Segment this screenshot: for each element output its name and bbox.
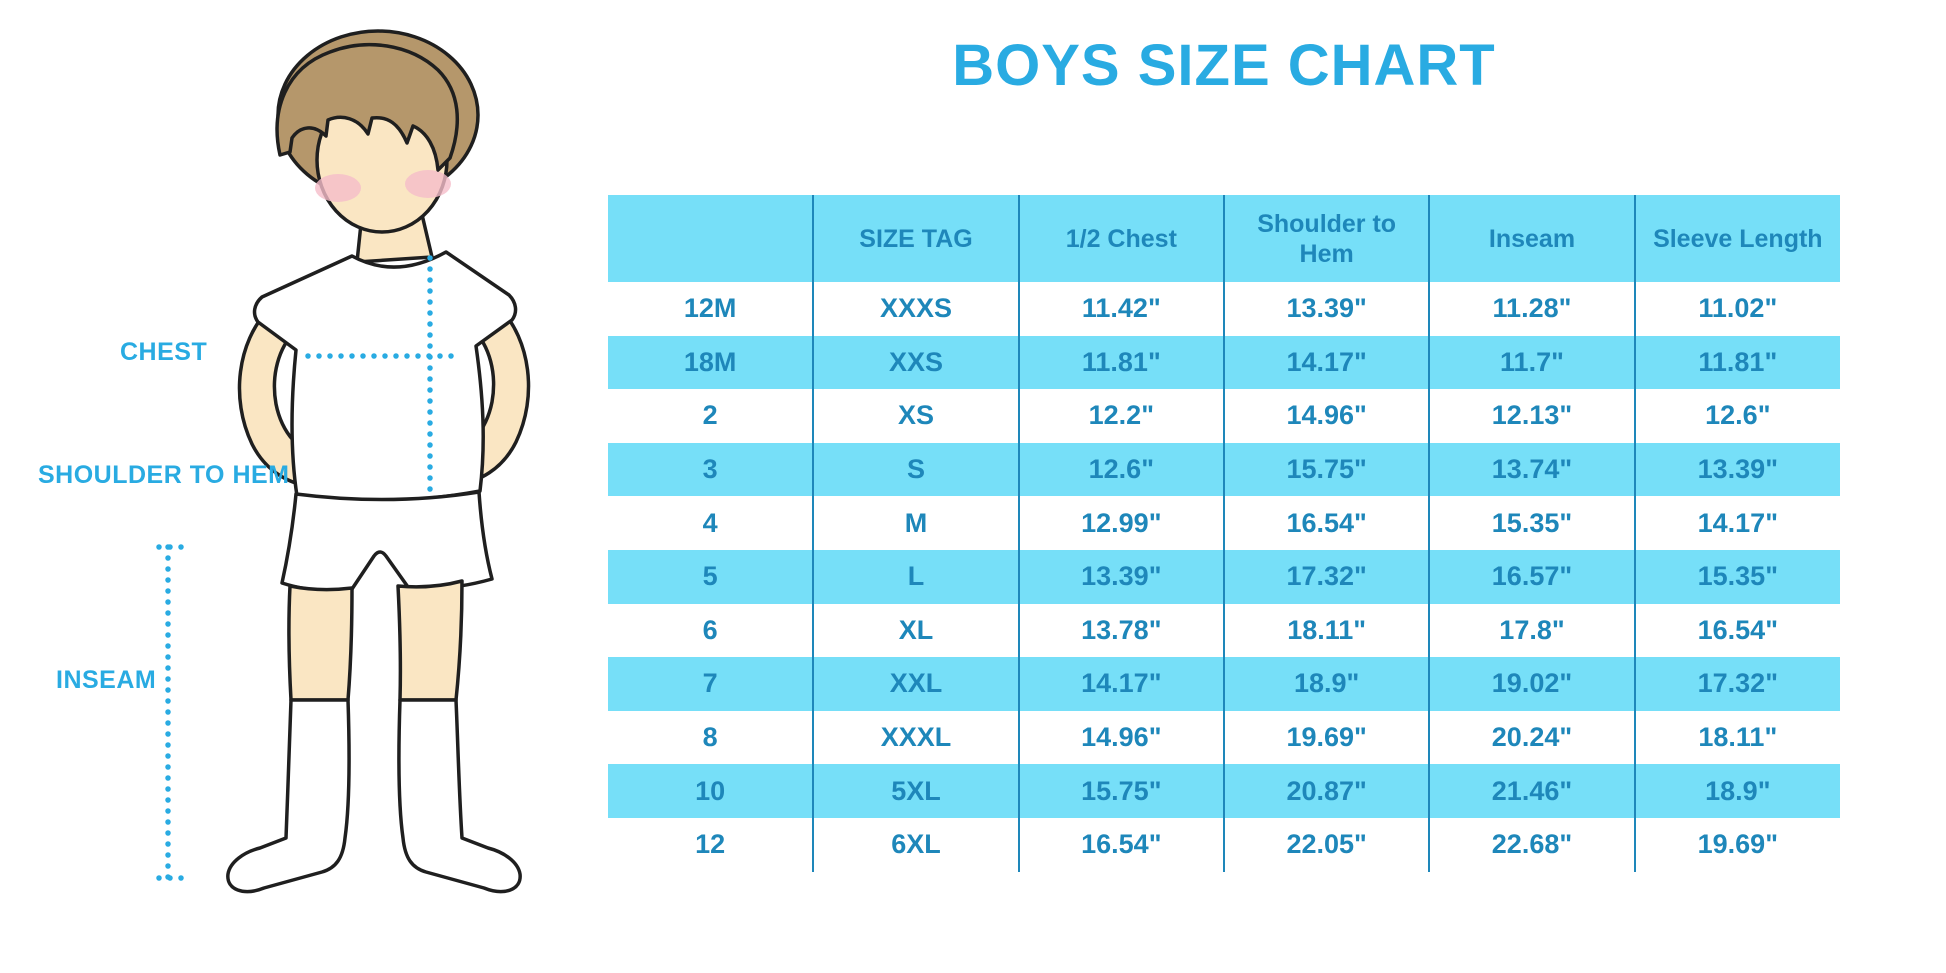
inseam-label: INSEAM: [56, 666, 157, 694]
measurement-cell: 11.81": [1633, 335, 1840, 390]
measurement-cell: 19.69": [1222, 710, 1430, 765]
table-row: 8 XXXL 14.96" 19.69" 20.24" 18.11": [608, 710, 1840, 765]
column-header: Shoulder to Hem: [1222, 195, 1430, 282]
measurement-cell: 12.13": [1428, 389, 1635, 443]
measurement-cell: 19.69": [1633, 817, 1840, 872]
column-header: SIZE TAG: [812, 195, 1019, 282]
measurement-cell: 20.87": [1222, 764, 1430, 818]
measurement-cell: 11.28": [1428, 282, 1635, 336]
measurement-cell: 18.11": [1633, 710, 1840, 765]
measurement-cell: XXXS: [812, 282, 1019, 336]
measurement-cell: 12.99": [1017, 496, 1224, 550]
measurement-cell: 18.9": [1222, 657, 1430, 711]
measurement-cell: 11.7": [1428, 335, 1635, 390]
table-row: 4 M 12.99" 16.54" 15.35" 14.17": [608, 496, 1840, 550]
header-row: SIZE TAG 1/2 Chest Shoulder to Hem Inseam Sl…: [608, 195, 1840, 282]
table-row: 3 S 12.6" 15.75" 13.74" 13.39": [608, 442, 1840, 497]
measurement-cell: XXL: [812, 657, 1019, 711]
measurement-cell: 13.78": [1017, 603, 1224, 658]
measurement-cell: 15.75": [1017, 764, 1224, 818]
measurement-cell: 16.54": [1633, 603, 1840, 658]
size-cell: 7: [702, 668, 718, 699]
measurement-cell: 13.39": [1222, 282, 1430, 336]
column-header: 1/2 Chest: [1017, 195, 1224, 282]
measurement-cell: 5XL: [812, 764, 1019, 818]
measurement-cell: 14.17": [1222, 335, 1430, 390]
measurement-cell: 20.24": [1428, 710, 1635, 765]
measurement-cell: 22.05": [1222, 817, 1430, 872]
measurement-cell: S: [812, 442, 1019, 497]
size-cell: 3: [702, 454, 718, 485]
measurement-cell: 19.02": [1428, 657, 1635, 711]
column-header: [608, 195, 813, 282]
measurement-cell: 11.02": [1633, 282, 1840, 336]
boy-figure-illustration: [156, 29, 531, 894]
measurement-cell: 11.42": [1017, 282, 1224, 336]
table-row: 5 L 13.39" 17.32" 16.57" 15.35": [608, 549, 1840, 604]
boy-illustration: CHEST SHOULDER TO HEM INSEAM: [0, 0, 600, 973]
chest-label: CHEST: [120, 338, 208, 366]
table-row: 12 6XL 16.54" 22.05" 22.68" 19.69": [608, 817, 1840, 872]
page-title: BOYS SIZE CHART: [952, 33, 1496, 98]
column-header: Sleeve Length: [1633, 195, 1840, 282]
measurement-cell: 17.32": [1222, 549, 1430, 604]
measurement-cell: 17.32": [1633, 657, 1840, 711]
table-row: 18M XXS 11.81" 14.17" 11.7" 11.81": [608, 335, 1840, 390]
size-cell: 12: [695, 829, 726, 860]
size-cell: 6: [702, 614, 718, 645]
table-row: 10 5XL 15.75" 20.87" 21.46" 18.9": [608, 764, 1840, 818]
measurement-cell: 14.17": [1017, 657, 1224, 711]
measurement-cell: 18.11": [1222, 603, 1430, 658]
measurement-cell: 14.17": [1633, 496, 1840, 550]
table-row: 7 XXL 14.17" 18.9" 19.02" 17.32": [608, 657, 1840, 711]
shoulder-to-hem-label: SHOULDER TO HEM: [38, 461, 290, 489]
measurement-cell: 12.6": [1633, 389, 1840, 443]
size-table: SIZE TAG 1/2 Chest Shoulder to Hem Inseam Sl…: [608, 195, 1840, 872]
size-cell: 12M: [683, 293, 737, 324]
measurement-cell: 13.74": [1428, 442, 1635, 497]
measurement-cell: XS: [812, 389, 1019, 443]
size-table-header: SIZE TAG 1/2 Chest Shoulder to Hem Inseam Sl…: [608, 195, 1840, 282]
measurement-cell: 14.96": [1017, 710, 1224, 765]
measurement-cell: 12.6": [1017, 442, 1224, 497]
table-row: 12M XXXS 11.42" 13.39" 11.28" 11.02": [608, 282, 1840, 336]
measurement-cell: 15.35": [1633, 549, 1840, 604]
measurement-cell: XL: [812, 603, 1019, 658]
size-cell: 8: [702, 722, 718, 753]
measurement-cell: 6XL: [812, 817, 1019, 872]
measurement-cell: 21.46": [1428, 764, 1635, 818]
measurement-cell: 15.35": [1428, 496, 1635, 550]
size-table-body: 12M XXXS 11.42" 13.39" 11.28" 11.02" 18M XXS 11.…: [608, 282, 1840, 872]
measurement-cell: 18.9": [1633, 764, 1840, 818]
measurement-cell: XXS: [812, 335, 1019, 390]
measurement-cell: 17.8": [1428, 603, 1635, 658]
measurement-cell: 12.2": [1017, 389, 1224, 443]
column-header: Inseam: [1428, 195, 1635, 282]
measurement-cell: XXXL: [812, 710, 1019, 765]
size-cell: 10: [695, 775, 726, 806]
size-cell: 2: [702, 400, 718, 431]
measurement-lines: [156, 255, 465, 881]
measurement-cell: 22.68": [1428, 817, 1635, 872]
size-cell: 5: [702, 561, 718, 592]
measurement-cell: 16.54": [1222, 496, 1430, 550]
measurement-cell: L: [812, 549, 1019, 604]
measurement-cell: 13.39": [1017, 549, 1224, 604]
table-row: 2 XS 12.2" 14.96" 12.13" 12.6": [608, 389, 1840, 443]
measurement-cell: 16.54": [1017, 817, 1224, 872]
measurement-cell: 11.81": [1017, 335, 1224, 390]
size-cell: 4: [702, 507, 718, 538]
measurement-cell: 13.39": [1633, 442, 1840, 497]
table-row: 6 XL 13.78" 18.11" 17.8" 16.54": [608, 603, 1840, 658]
measurement-cell: 15.75": [1222, 442, 1430, 497]
measurement-cell: 16.57": [1428, 549, 1635, 604]
size-cell: 18M: [683, 346, 737, 377]
measurement-cell: 14.96": [1222, 389, 1430, 443]
measurement-cell: M: [812, 496, 1019, 550]
